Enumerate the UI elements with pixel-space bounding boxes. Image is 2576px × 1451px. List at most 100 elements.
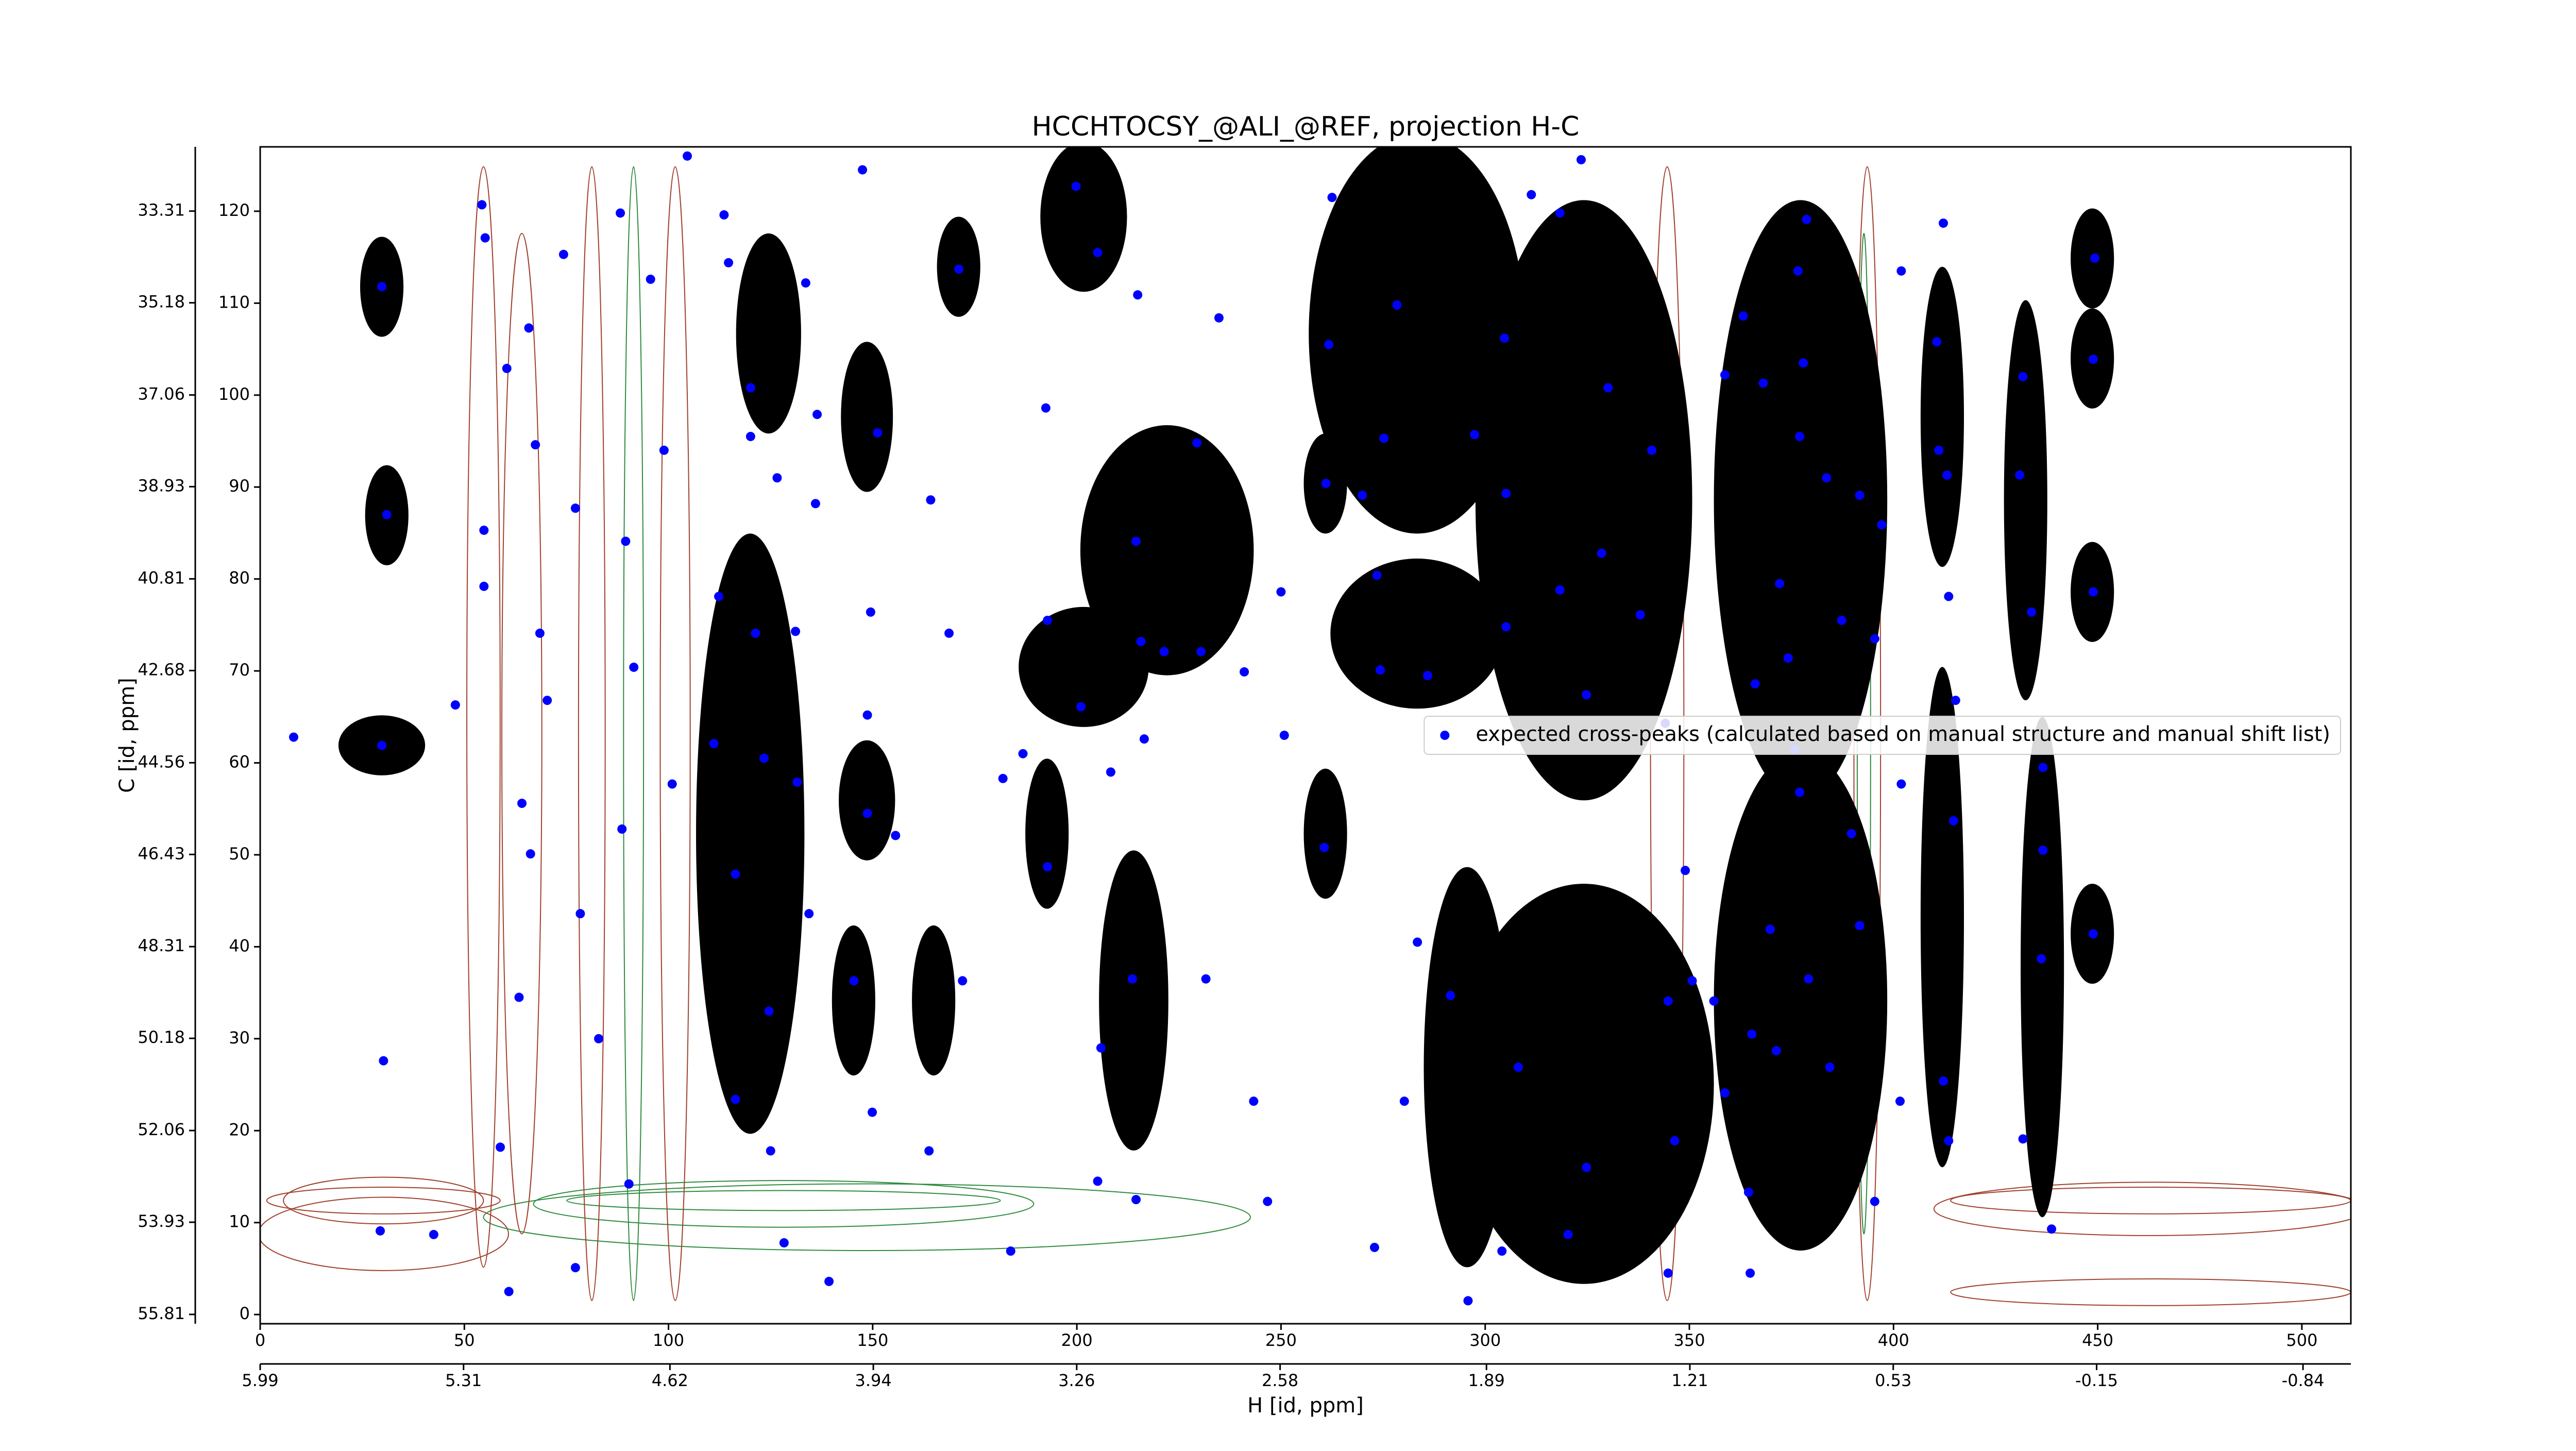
cross-peak — [517, 799, 527, 808]
cross-peak — [2018, 372, 2028, 382]
cross-peak — [1855, 491, 1865, 500]
cross-peak — [1422, 671, 1432, 681]
x-tick-label: 300 — [1469, 1330, 1501, 1350]
cross-peak — [868, 1107, 877, 1117]
cross-peak — [616, 208, 625, 218]
cross-peak — [667, 779, 677, 789]
cross-peak — [558, 249, 568, 259]
cross-peak — [1720, 1088, 1730, 1098]
cross-peak — [575, 909, 585, 919]
cross-peak — [1765, 924, 1775, 934]
cross-peak — [659, 445, 669, 455]
cross-peak — [1603, 383, 1613, 393]
cross-peak — [1133, 290, 1143, 300]
cross-peak — [1279, 731, 1289, 740]
cross-peak — [1942, 470, 1952, 480]
cross-peak — [1663, 996, 1673, 1006]
y-tick-label: 90 — [229, 476, 250, 496]
legend-label: expected cross-peaks (calculated based o… — [1476, 722, 2330, 746]
cross-peak — [1041, 403, 1050, 413]
x-tick-label: 450 — [2082, 1330, 2113, 1350]
cross-peak — [2047, 1224, 2057, 1234]
cross-peak — [791, 627, 801, 636]
y-axis-label: C [id, ppm] — [115, 678, 139, 793]
cross-peak — [2037, 954, 2046, 964]
cross-peak — [1392, 300, 1402, 310]
cross-peak — [1499, 333, 1509, 343]
cross-peak — [1687, 976, 1697, 986]
cross-peak — [714, 592, 724, 601]
cross-peak — [1709, 996, 1719, 1006]
y2-tick-label: 48.31 — [138, 936, 185, 955]
x2-tick-label: 5.99 — [242, 1371, 278, 1390]
cross-peak — [1319, 842, 1329, 852]
cross-peak — [810, 499, 820, 509]
cross-peak — [1948, 816, 1958, 825]
cross-peak — [1555, 208, 1565, 218]
cross-peak — [2027, 607, 2037, 617]
x-tick-label: 0 — [255, 1330, 265, 1350]
x2-tick-label: 4.62 — [652, 1371, 688, 1390]
cross-peak — [804, 909, 814, 919]
cross-peak — [450, 700, 460, 710]
cross-peak — [624, 1179, 634, 1189]
cross-peak — [1804, 974, 1814, 984]
cross-peak — [1276, 587, 1286, 597]
cross-peak — [1376, 665, 1385, 675]
cross-peak — [1802, 214, 1811, 224]
cross-peak — [1939, 1076, 1948, 1086]
cross-peak — [1106, 767, 1115, 777]
cross-peak — [926, 495, 936, 505]
cross-peak — [514, 992, 524, 1002]
cross-peak — [1795, 787, 1805, 797]
cross-peak — [719, 210, 729, 220]
cross-peak — [1582, 690, 1591, 700]
y2-tick-label: 38.93 — [138, 476, 185, 496]
cross-peak — [479, 526, 489, 535]
cross-peak — [1846, 829, 1856, 838]
y2-tick-label: 33.31 — [138, 200, 185, 220]
cross-peak — [1635, 610, 1645, 620]
cross-peak — [731, 869, 740, 879]
cross-peak — [570, 503, 580, 513]
cross-peak — [858, 165, 868, 175]
cross-peak — [1743, 1187, 1753, 1197]
y2-tick-label: 35.18 — [138, 292, 185, 312]
cross-peak — [2018, 1134, 2028, 1144]
x2-tick-label: 3.94 — [855, 1371, 891, 1390]
cross-peak — [862, 710, 872, 720]
y-tick-label: 80 — [229, 568, 250, 588]
cross-peak — [477, 200, 487, 210]
x2-tick-label: 2.58 — [1262, 1371, 1298, 1390]
cross-peak — [1747, 1029, 1757, 1039]
cross-peak — [1825, 1062, 1835, 1072]
cross-peak — [535, 628, 545, 638]
cross-peak — [570, 1263, 580, 1273]
cross-peak — [502, 364, 512, 374]
cross-peak — [1837, 615, 1846, 625]
cross-peak — [1379, 433, 1389, 443]
cross-peak — [1783, 653, 1793, 663]
cross-peak — [289, 732, 298, 742]
cross-peak — [772, 473, 782, 483]
legend-marker — [1440, 731, 1450, 740]
cross-peak — [944, 628, 954, 638]
x2-tick-label: -0.84 — [2282, 1371, 2325, 1390]
x-axis-label: H [id, ppm] — [1247, 1394, 1364, 1418]
cross-peak — [1413, 937, 1422, 947]
x2-tick-label: 1.89 — [1468, 1371, 1505, 1390]
cross-peak — [724, 258, 734, 267]
y-tick-label: 100 — [218, 384, 250, 404]
cross-peak — [1855, 921, 1865, 931]
x-tick-label: 400 — [1878, 1330, 1909, 1350]
y-tick-label: 40 — [229, 936, 250, 955]
y-tick-label: 30 — [229, 1028, 250, 1048]
cross-peak — [1372, 570, 1382, 580]
y2-tick-label: 44.56 — [138, 752, 185, 771]
cross-peak — [1795, 432, 1805, 442]
y2-tick-label: 37.06 — [138, 384, 185, 404]
cross-peak — [1681, 866, 1690, 875]
cross-peak — [1201, 974, 1211, 984]
cross-peak — [1136, 636, 1146, 646]
cross-peak — [617, 824, 627, 834]
